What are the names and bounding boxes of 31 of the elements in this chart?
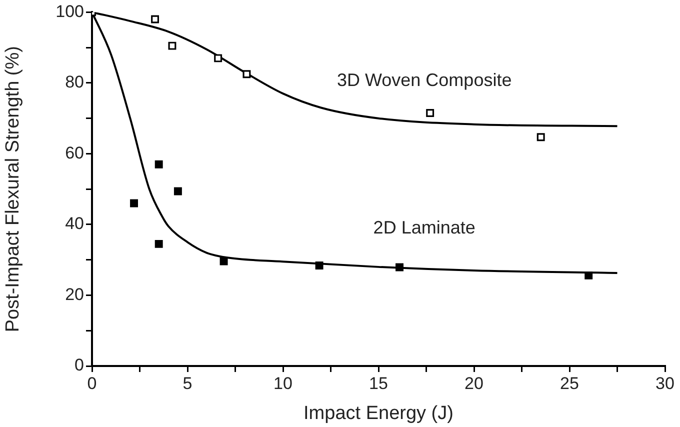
y-axis-title: Post-Impact Flexural Strength (%) (2, 46, 24, 332)
x-tick-label: 20 (464, 374, 484, 393)
point (168, 42, 176, 50)
y-tick-label: 100 (56, 2, 84, 21)
x-tick-label: 15 (369, 374, 388, 393)
point (426, 109, 434, 118)
point (220, 257, 228, 266)
point (315, 262, 324, 270)
point (154, 240, 163, 248)
x-tick-label: 0 (87, 374, 97, 393)
point (536, 133, 545, 142)
point (396, 263, 404, 272)
y-tick-label: 0 (74, 356, 84, 375)
y-tick-label: 40 (65, 214, 84, 234)
x-tick-label: 25 (560, 374, 579, 393)
point (130, 199, 138, 208)
y-tick-label: 20 (65, 284, 84, 304)
x-tick-label: 5 (182, 374, 192, 393)
y-tick-label: 60 (65, 143, 84, 162)
point (584, 271, 593, 280)
series-label: 3D Woven Composite (336, 70, 512, 90)
series-label: 2D Laminate (373, 218, 476, 238)
point (242, 70, 251, 78)
y-tick-label: 80 (65, 72, 84, 92)
point (151, 15, 160, 24)
x-axis-title: Impact Energy (J) (304, 402, 454, 424)
x-tick-label: 30 (656, 374, 674, 393)
point (174, 187, 182, 196)
point (214, 54, 222, 62)
x-tick-label: 10 (274, 374, 292, 393)
point (154, 160, 163, 168)
